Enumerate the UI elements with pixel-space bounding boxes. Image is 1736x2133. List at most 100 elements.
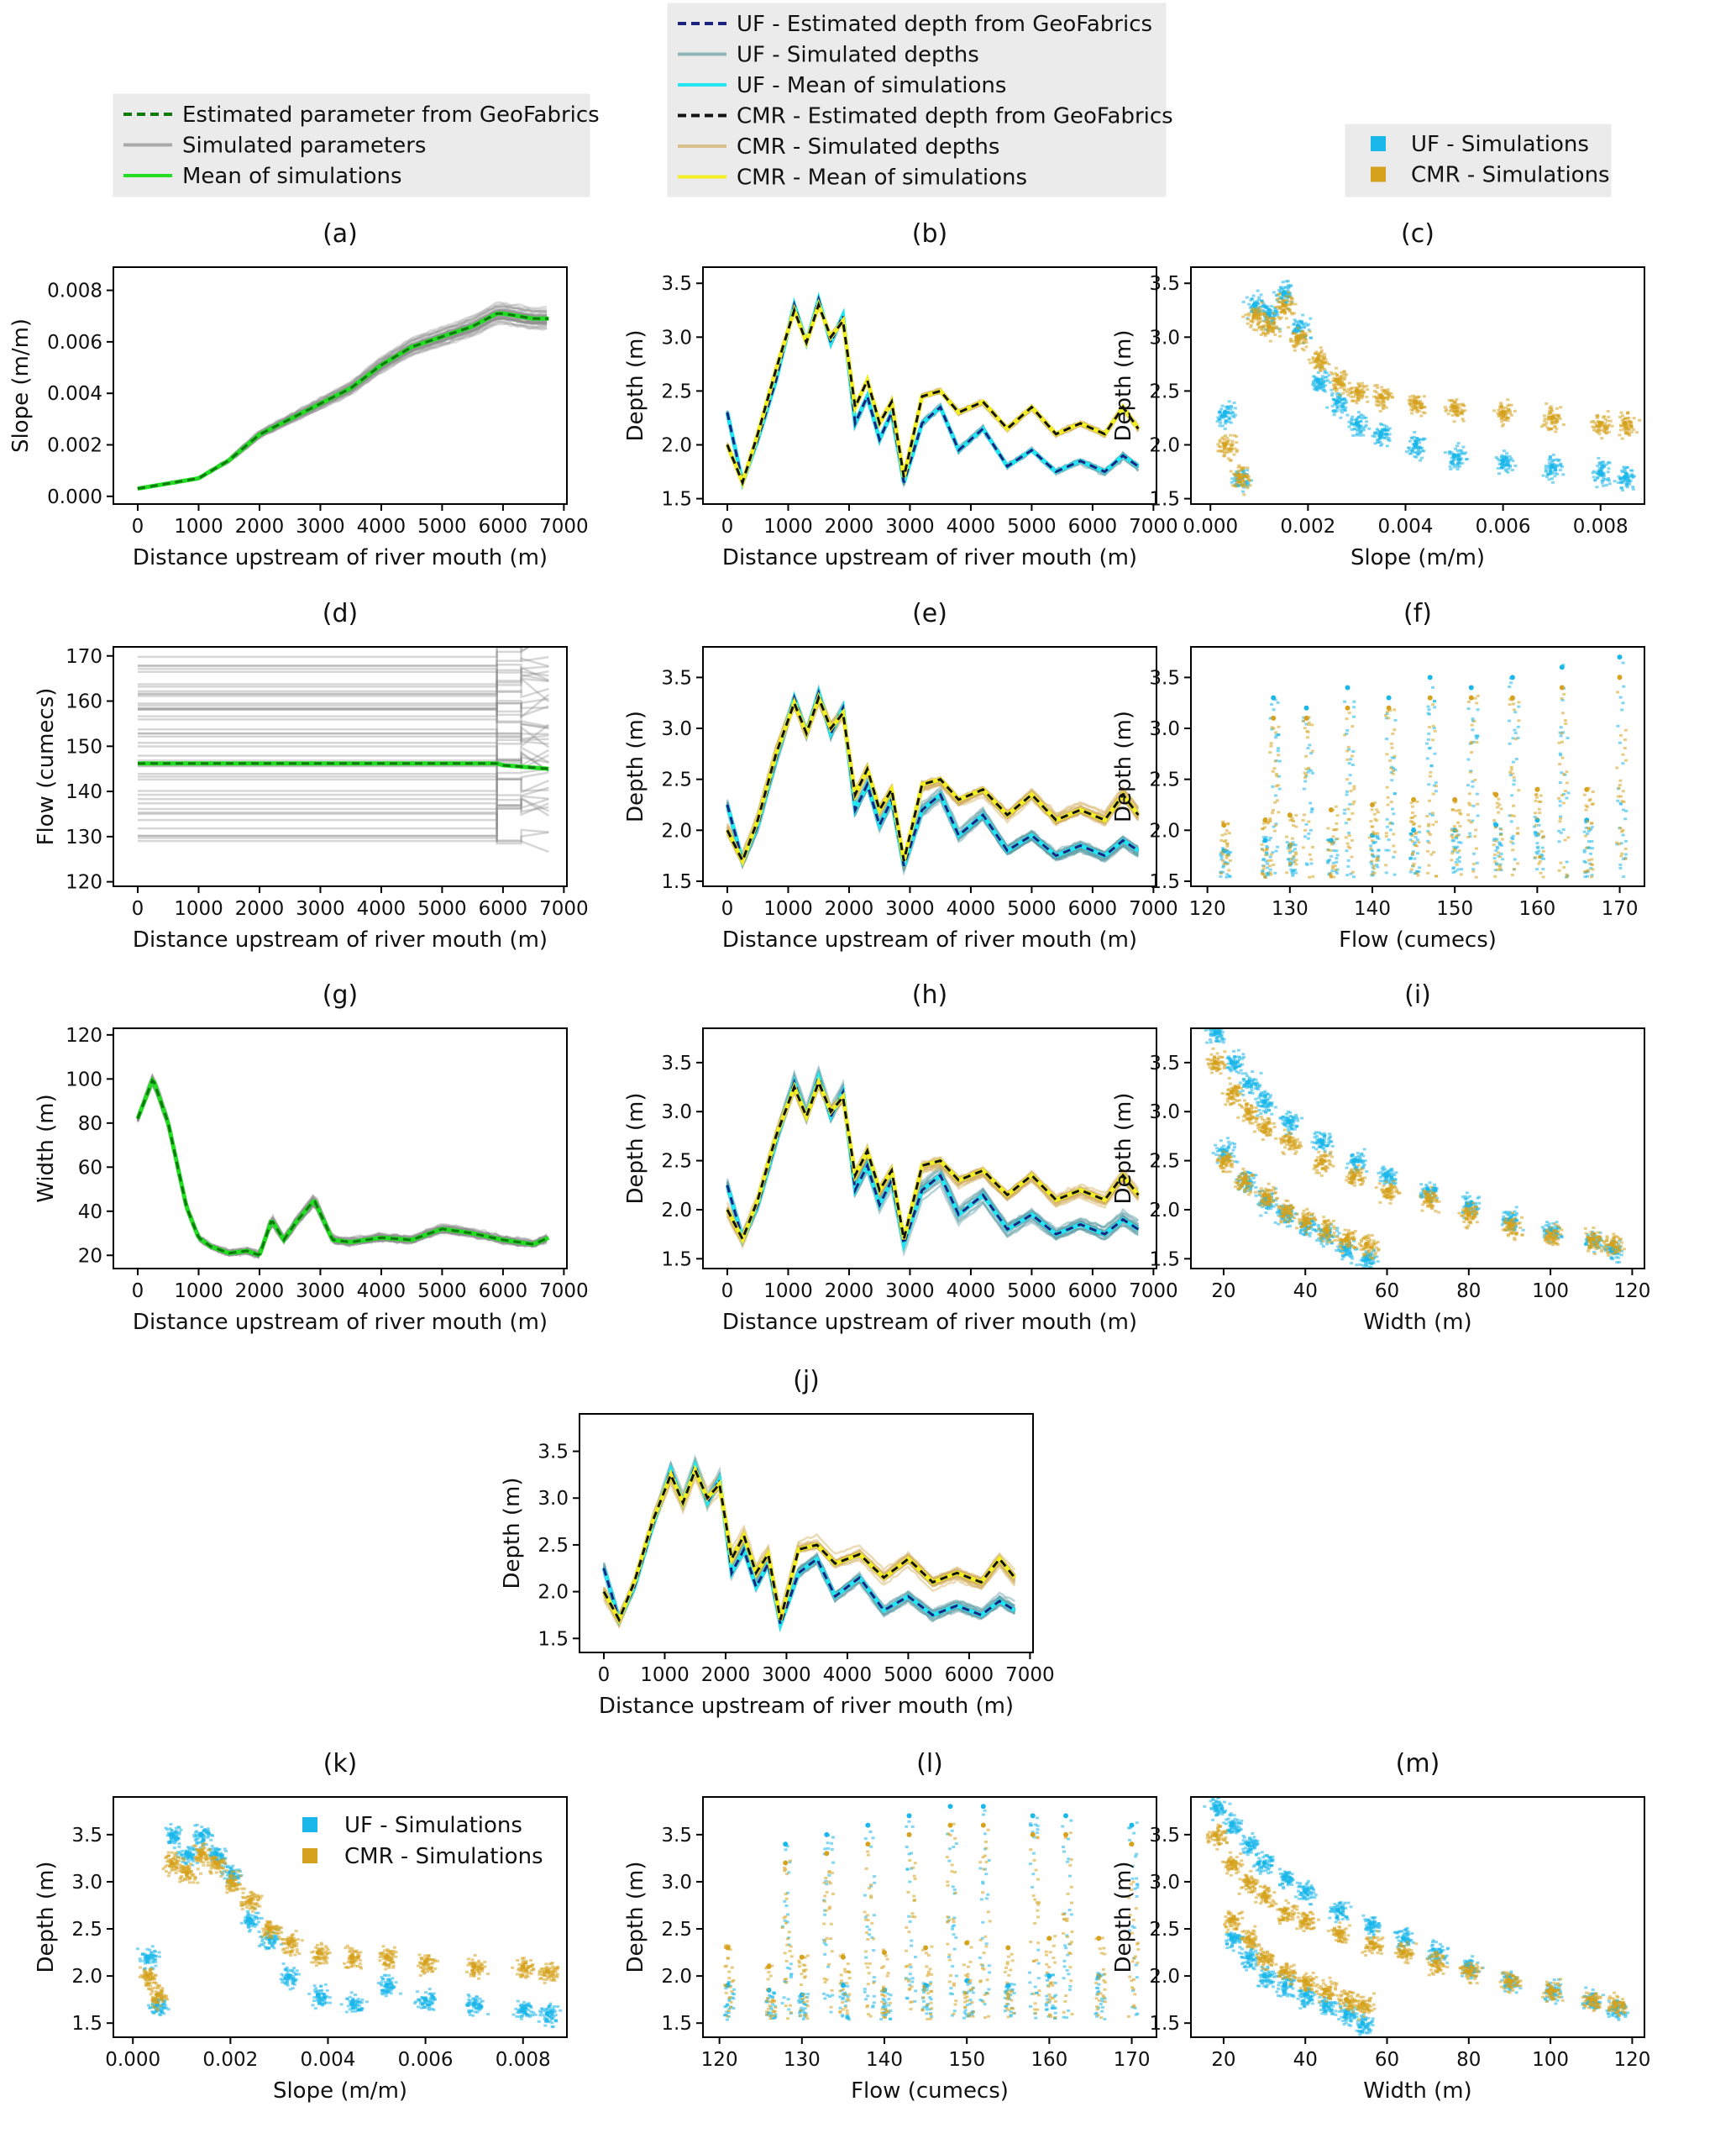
scatter-point [1597, 469, 1603, 475]
simulated-line [137, 310, 548, 491]
scatter-point [1256, 1103, 1260, 1106]
scatter-point [1456, 458, 1461, 461]
scatter-point [1450, 839, 1455, 843]
scatter-point [1343, 370, 1346, 374]
scatter-point [1408, 395, 1412, 398]
scatter-point [1274, 306, 1278, 308]
scatter-point [1315, 352, 1319, 355]
scatter-point [1583, 875, 1587, 879]
scatter-point [1390, 756, 1394, 759]
scatter-point [1309, 862, 1314, 865]
scatter-point [1548, 473, 1552, 476]
scatter-point [1225, 451, 1229, 454]
scatter-point [1435, 1196, 1440, 1200]
simulated-line [138, 693, 550, 744]
scatter-point [1617, 786, 1621, 790]
scatter-point [1602, 430, 1607, 433]
simulated-line [138, 693, 549, 728]
scatter-point [1413, 403, 1418, 407]
scatter-point [1624, 759, 1628, 762]
scatter-point [1450, 808, 1455, 811]
scatter-point [1618, 866, 1623, 869]
scatter-point [1288, 1124, 1293, 1127]
scatter-point [1273, 823, 1277, 827]
scatter-point [1285, 297, 1289, 300]
scatter-point [1473, 696, 1477, 700]
scatter-point [1545, 475, 1549, 478]
scatter-point [1631, 487, 1635, 491]
scatter-point [1233, 1066, 1237, 1069]
scatter-point [1554, 413, 1558, 417]
scatter-point [1227, 449, 1231, 452]
scatter-point [1236, 470, 1240, 474]
simulated-line [136, 1074, 548, 1256]
y-tick-label: 2.0 [661, 435, 692, 457]
scatter-point [1497, 811, 1501, 814]
scatter-point [1227, 400, 1231, 403]
scatter-point [1510, 837, 1514, 839]
scatter-point [1542, 857, 1545, 860]
scatter-point [1242, 1080, 1246, 1083]
scatter-point [1339, 381, 1343, 384]
scatter-point [1492, 819, 1497, 822]
scatter-point [1375, 432, 1378, 434]
scatter-point [1553, 424, 1557, 428]
scatter-point [1346, 859, 1351, 862]
scatter-point [1503, 418, 1508, 422]
scatter-point [1219, 407, 1224, 411]
scatter-point [1604, 428, 1608, 431]
scatter-point [1252, 328, 1256, 331]
simulated-line [136, 1071, 548, 1255]
scatter-point [1427, 824, 1430, 827]
scatter-point [1595, 423, 1599, 427]
scatter-point [1248, 1085, 1251, 1088]
scatter-point [1308, 875, 1312, 879]
scatter-point [1214, 1143, 1218, 1147]
simulated-line [138, 676, 550, 711]
scatter-point [1585, 846, 1589, 849]
scatter-point [1334, 869, 1338, 873]
scatter-point [1558, 781, 1562, 784]
scatter-point [1352, 700, 1356, 703]
scatter-point [1222, 442, 1228, 448]
scatter-point [1560, 740, 1564, 743]
scatter-point [1466, 1196, 1470, 1200]
scatter-point [1516, 725, 1520, 728]
scatter-point [1411, 811, 1414, 814]
scatter-point [1240, 483, 1245, 486]
scatter-point [1220, 1038, 1225, 1042]
scatter-point [1310, 749, 1314, 753]
scatter-point [1558, 752, 1562, 755]
scatter-point [1335, 403, 1339, 407]
scatter-point [1550, 409, 1555, 412]
scatter-point [1382, 429, 1387, 433]
scatter-point [1287, 1127, 1291, 1131]
scatter-point [1331, 409, 1335, 412]
scatter-point [1373, 390, 1377, 393]
scatter-point [1302, 719, 1305, 722]
scatter-point [1625, 465, 1629, 469]
scatter-point [1432, 851, 1435, 854]
scatter-point [1300, 334, 1304, 337]
scatter-point [1227, 450, 1231, 454]
scatter-point [1623, 853, 1628, 856]
scatter-point [1366, 388, 1369, 391]
scatter-point [1455, 444, 1459, 448]
scatter-point [1492, 843, 1496, 847]
scatter-point [1622, 858, 1626, 860]
scatter-point [1294, 825, 1298, 828]
scatter-point [1350, 855, 1354, 859]
scatter-point [1335, 814, 1340, 817]
scatter-point [1372, 812, 1377, 816]
scatter-point [1287, 294, 1291, 297]
scatter-point [1234, 1061, 1238, 1064]
scatter-point [1226, 822, 1230, 826]
scatter-point [1353, 1248, 1357, 1251]
simulated-line [138, 700, 549, 717]
scatter-point [1472, 719, 1476, 722]
scatter-point [1241, 479, 1246, 482]
scatter-point [1323, 1134, 1327, 1137]
x-axis-label: Distance upstream of river mouth (m) [722, 927, 1137, 953]
scatter-point [1587, 846, 1592, 849]
